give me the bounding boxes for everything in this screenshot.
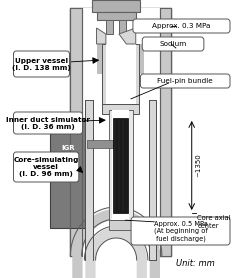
Bar xyxy=(109,110,133,220)
Polygon shape xyxy=(119,28,136,44)
Bar xyxy=(149,100,156,260)
FancyBboxPatch shape xyxy=(14,51,69,77)
Bar xyxy=(102,44,139,104)
FancyBboxPatch shape xyxy=(142,37,204,51)
Bar xyxy=(113,118,128,213)
Text: Approx. 0.5 MPa
(At beginning of
fuel discharge): Approx. 0.5 MPa (At beginning of fuel di… xyxy=(154,220,207,242)
Polygon shape xyxy=(96,28,106,44)
FancyBboxPatch shape xyxy=(131,217,230,245)
FancyBboxPatch shape xyxy=(140,74,230,88)
Bar xyxy=(96,12,136,20)
Bar xyxy=(102,104,139,114)
Bar xyxy=(50,118,87,228)
Bar xyxy=(70,8,171,256)
Bar xyxy=(87,140,113,148)
Bar xyxy=(70,8,82,256)
Text: Fuel-pin bundle: Fuel-pin bundle xyxy=(157,78,213,84)
FancyBboxPatch shape xyxy=(133,19,230,33)
Bar xyxy=(92,0,140,12)
Text: IGR
core: IGR core xyxy=(60,145,77,159)
Bar xyxy=(160,8,171,256)
Bar xyxy=(106,20,113,34)
Text: Core axial
center: Core axial center xyxy=(197,215,231,229)
Text: Inner duct simulator
(I. D. 36 mm): Inner duct simulator (I. D. 36 mm) xyxy=(6,116,90,130)
FancyBboxPatch shape xyxy=(14,112,82,134)
Text: Approx. 0.3 MPa: Approx. 0.3 MPa xyxy=(152,23,211,29)
Bar xyxy=(97,44,144,74)
Text: ~1350: ~1350 xyxy=(196,153,201,177)
Bar xyxy=(119,20,126,34)
Text: Unit: mm: Unit: mm xyxy=(176,259,215,269)
Bar xyxy=(112,110,129,220)
Bar xyxy=(109,220,133,230)
Bar xyxy=(85,100,93,260)
Text: Core-simulating
vessel
(I. D. 96 mm): Core-simulating vessel (I. D. 96 mm) xyxy=(14,157,79,177)
Text: Sodium: Sodium xyxy=(160,41,187,47)
Text: Upper vessel
(I. D. 138 mm): Upper vessel (I. D. 138 mm) xyxy=(12,58,71,71)
Bar xyxy=(106,44,136,104)
FancyBboxPatch shape xyxy=(14,152,79,182)
Bar xyxy=(76,8,166,250)
